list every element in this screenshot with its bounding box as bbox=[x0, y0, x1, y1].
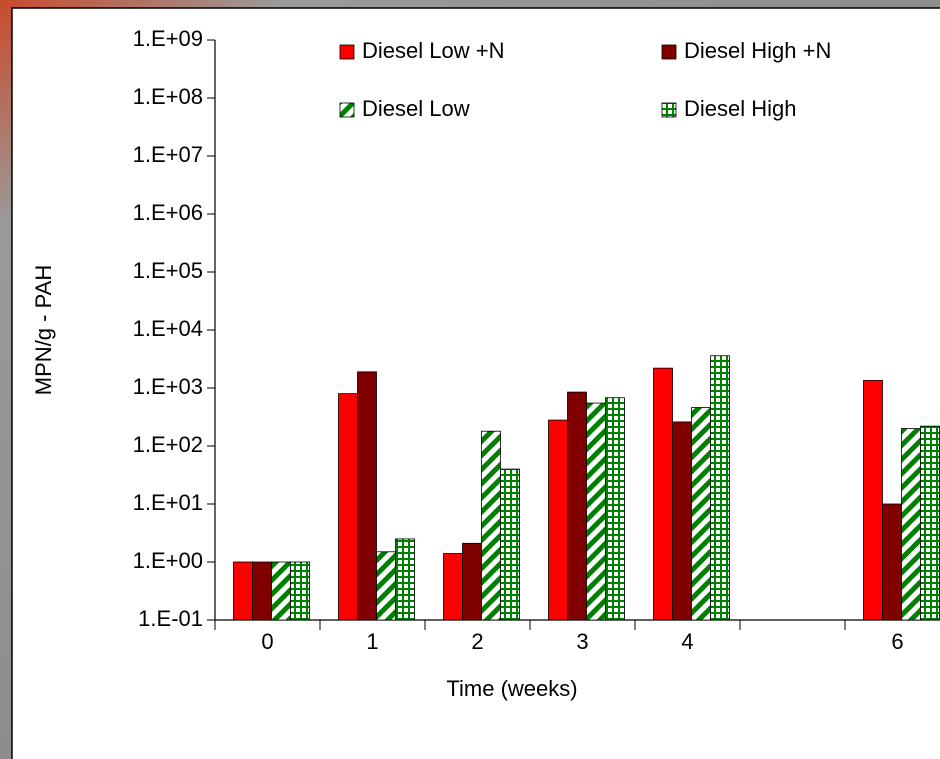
bar bbox=[252, 561, 272, 621]
bar bbox=[290, 561, 310, 621]
y-axis-title: MPN/g - PAH bbox=[31, 265, 56, 395]
bar bbox=[586, 402, 606, 621]
bar bbox=[376, 551, 396, 621]
x-axis-title: Time (weeks) bbox=[446, 676, 577, 701]
bar bbox=[691, 407, 711, 621]
legend-label: Diesel High bbox=[684, 96, 797, 121]
legend-label: Diesel Low bbox=[362, 96, 470, 121]
bar bbox=[271, 561, 291, 621]
bar bbox=[443, 553, 463, 621]
bar bbox=[481, 430, 501, 621]
y-tick-label: 1.E+01 bbox=[133, 490, 203, 515]
y-tick-label: 1.E+04 bbox=[133, 316, 203, 341]
bar bbox=[548, 419, 568, 621]
y-tick-label: 1.E+03 bbox=[133, 374, 203, 399]
chart-panel bbox=[11, 7, 940, 759]
bar bbox=[672, 421, 692, 621]
bar bbox=[567, 391, 587, 621]
bar bbox=[901, 428, 921, 621]
y-tick-label: 1.E+06 bbox=[133, 200, 203, 225]
x-tick-label: 3 bbox=[576, 629, 588, 654]
bar bbox=[863, 380, 883, 621]
y-tick-label: 1.E+08 bbox=[133, 84, 203, 109]
bar bbox=[357, 371, 377, 621]
x-tick-label: 2 bbox=[471, 629, 483, 654]
x-tick-label: 1 bbox=[366, 629, 378, 654]
bar bbox=[653, 367, 673, 621]
y-tick-label: 1.E+05 bbox=[133, 258, 203, 283]
legend-swatch bbox=[339, 44, 355, 60]
x-tick-label: 0 bbox=[261, 629, 273, 654]
y-tick-label: 1.E-01 bbox=[138, 606, 203, 631]
bar bbox=[395, 538, 415, 621]
x-tick-label: 4 bbox=[681, 629, 693, 654]
bar bbox=[338, 393, 358, 621]
legend-label: Diesel High +N bbox=[684, 38, 831, 63]
y-tick-label: 1.E+09 bbox=[133, 26, 203, 51]
bar bbox=[920, 425, 940, 621]
legend-label: Diesel Low +N bbox=[362, 38, 504, 63]
y-tick-label: 1.E+00 bbox=[133, 548, 203, 573]
legend-swatch bbox=[661, 102, 677, 118]
bar bbox=[462, 542, 482, 621]
y-tick-label: 1.E+02 bbox=[133, 432, 203, 457]
bar bbox=[605, 397, 625, 621]
bar bbox=[882, 503, 902, 621]
bar bbox=[233, 561, 253, 621]
legend-swatch bbox=[339, 102, 355, 118]
y-tick-label: 1.E+07 bbox=[133, 142, 203, 167]
bar bbox=[500, 468, 520, 621]
legend-swatch bbox=[661, 44, 677, 60]
x-tick-label: 6 bbox=[891, 629, 903, 654]
bar bbox=[710, 355, 730, 621]
